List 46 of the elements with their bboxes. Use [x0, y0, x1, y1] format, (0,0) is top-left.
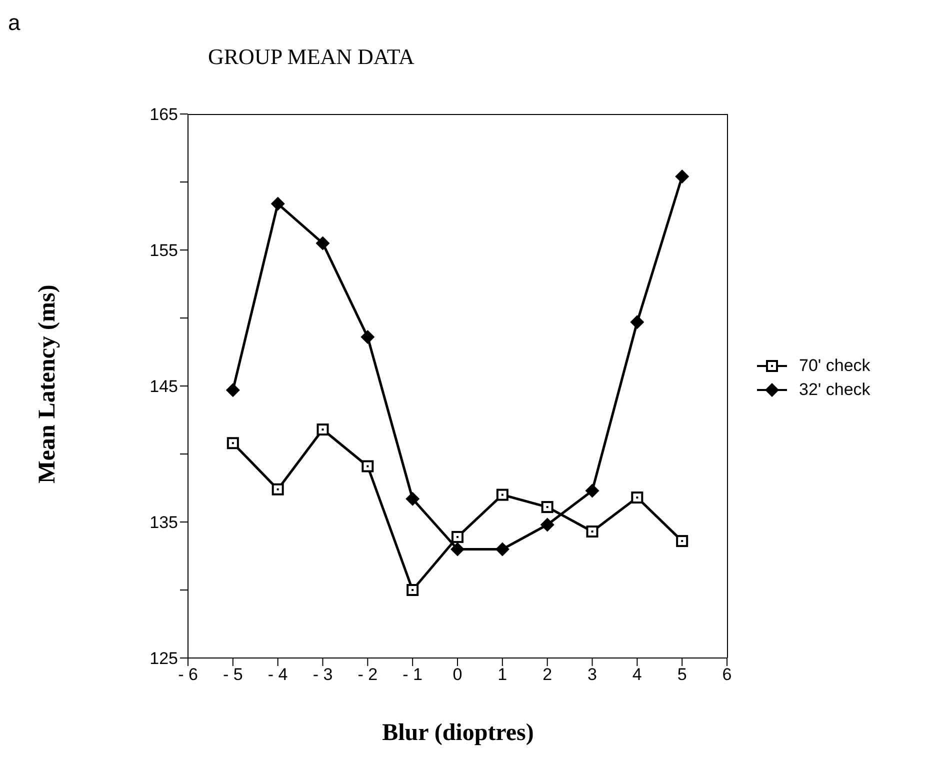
- point: [272, 483, 284, 496]
- point: [675, 170, 690, 184]
- x-tick-label: - 4: [268, 665, 288, 684]
- point: [540, 518, 554, 532]
- x-axis-title: Blur (dioptres): [381, 720, 535, 747]
- point: [406, 584, 419, 596]
- point: [586, 526, 598, 538]
- y-tick-label: 155: [150, 241, 178, 260]
- x-tick-label: - 1: [402, 665, 423, 684]
- point: [585, 484, 600, 498]
- point: [316, 236, 330, 250]
- point: [226, 383, 240, 398]
- x-tick-label: 2: [542, 665, 552, 684]
- point: [360, 330, 375, 344]
- x-tick-label: - 3: [312, 665, 333, 684]
- point: [316, 424, 329, 436]
- x-tick-label: - 5: [222, 665, 243, 684]
- legend-label: 70' check: [799, 356, 870, 376]
- chart-title: GROUP MEAN DATA: [208, 44, 414, 70]
- point: [631, 492, 644, 504]
- point: [226, 437, 239, 450]
- x-tick-label: 5: [677, 665, 687, 684]
- point: [496, 488, 508, 501]
- point: [362, 460, 374, 472]
- y-axis-title: Mean Latency (ms): [34, 284, 62, 484]
- text: a: [8, 10, 20, 36]
- x-tick-label: 0: [452, 665, 462, 684]
- x-tick-label: - 6: [178, 665, 198, 684]
- x-tick-label: 4: [632, 665, 642, 684]
- legend-label: 32' check: [799, 380, 870, 400]
- x-tick-label: 6: [722, 665, 732, 684]
- point: [450, 542, 464, 556]
- point: [495, 542, 510, 556]
- y-tick-label: 135: [150, 513, 178, 532]
- point: [406, 492, 420, 506]
- y-tick-label: 165: [150, 105, 178, 124]
- point: [541, 501, 554, 514]
- x-tick-label: - 2: [358, 665, 378, 684]
- point: [676, 535, 688, 548]
- y-tick-label: 145: [150, 377, 178, 396]
- point: [270, 196, 285, 211]
- x-tick-label: 3: [588, 665, 597, 684]
- x-tick-label: 1: [498, 665, 508, 684]
- point: [452, 530, 464, 543]
- point: [630, 315, 644, 330]
- y-tick-label: 125: [150, 649, 178, 668]
